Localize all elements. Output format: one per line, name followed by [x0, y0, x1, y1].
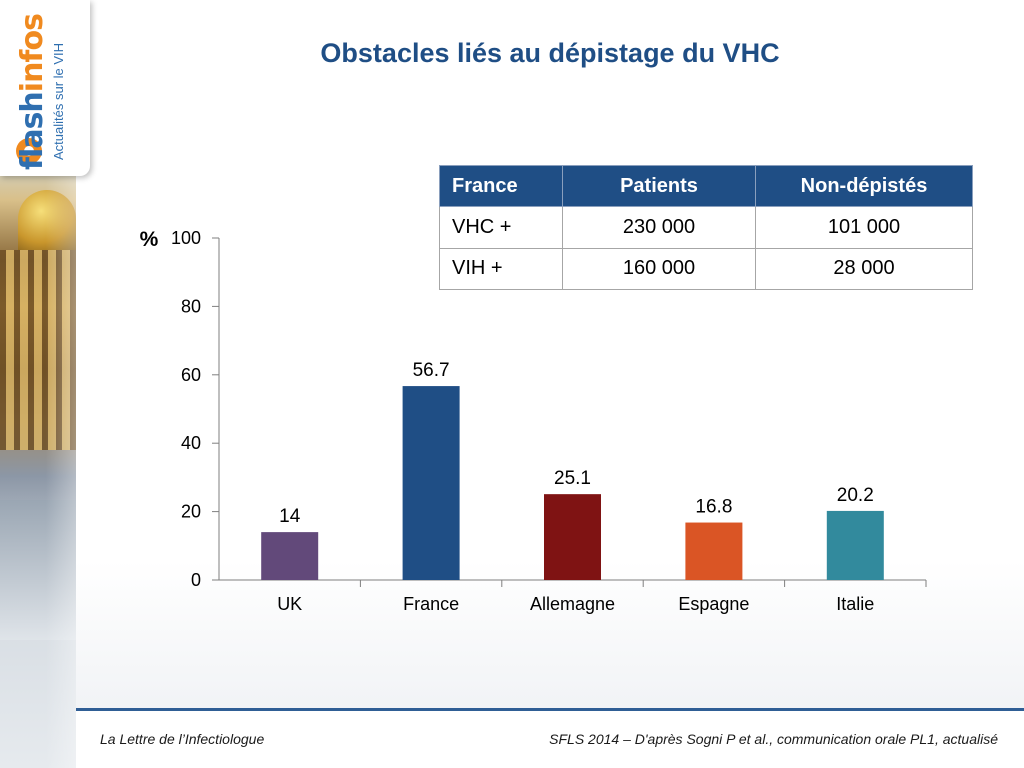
table-row: VHC + 230 000 101 000: [439, 206, 973, 249]
footer-divider: [76, 708, 1024, 711]
building-arch-image: [0, 500, 76, 640]
bar-value-label: 16.8: [695, 497, 732, 518]
y-axis-unit-label: %: [140, 228, 159, 251]
x-category-label: UK: [277, 594, 302, 614]
y-tick-label: 100: [171, 228, 201, 248]
table-cell: 28 000: [755, 247, 973, 290]
dome-image: [18, 190, 76, 250]
x-category-label: Allemagne: [530, 594, 615, 614]
bar-italie: [826, 510, 884, 580]
y-tick-label: 60: [181, 365, 201, 385]
flashinfos-logo: flashinfos Actualités sur le VIH: [0, 0, 90, 176]
page-title: Obstacles liés au dépistage du VHC: [320, 38, 780, 68]
logo-mark-icon: [16, 138, 42, 164]
bar-value-label: 14: [279, 506, 301, 527]
bar-espagne: [685, 522, 743, 580]
y-tick-label: 80: [181, 296, 201, 316]
bar-value-label: 20.2: [837, 485, 874, 506]
bar-allemagne: [544, 494, 601, 580]
background-skyline: [76, 560, 1024, 708]
x-category-label: France: [403, 594, 459, 614]
patients-table: France Patients Non-dépistés VHC + 230 0…: [439, 165, 973, 290]
bar-france: [402, 386, 460, 580]
bar-uk: [261, 532, 319, 580]
table-cell: VIH +: [439, 247, 563, 290]
table-cell: 101 000: [755, 206, 973, 249]
building-columns-image: [0, 250, 76, 450]
table-header-cell: France: [439, 165, 563, 207]
table-header-row: France Patients Non-dépistés: [439, 165, 973, 207]
table-cell: 230 000: [562, 206, 756, 249]
table-cell: 160 000: [562, 247, 756, 290]
bar-value-label: 56.7: [413, 360, 450, 381]
x-category-label: Espagne: [678, 594, 749, 614]
table-cell: VHC +: [439, 206, 563, 249]
table-header-cell: Patients: [562, 165, 756, 207]
y-tick-label: 0: [191, 570, 201, 590]
table-row: VIH + 160 000 28 000: [439, 247, 973, 290]
y-tick-label: 40: [181, 433, 201, 453]
footer-source: SFLS 2014 – D'après Sogni P et al., comm…: [549, 731, 998, 747]
y-tick-label: 20: [181, 502, 201, 522]
bar-value-label: 25.1: [554, 468, 591, 489]
footer-journal: La Lettre de l’Infectiologue: [100, 731, 265, 747]
table-header-cell: Non-dépistés: [755, 165, 973, 207]
x-category-label: Italie: [836, 594, 874, 614]
